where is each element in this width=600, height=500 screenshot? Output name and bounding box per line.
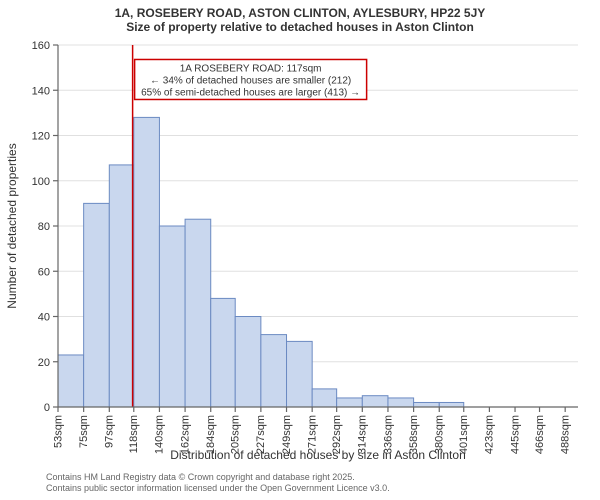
tick-label-x: 53sqm (52, 415, 64, 448)
chart-footer: Contains HM Land Registry data © Crown c… (46, 472, 390, 495)
tick-label-y: 120 (32, 130, 50, 142)
tick-label-y: 100 (32, 176, 50, 188)
histogram-bar (287, 341, 313, 407)
tick-label-y: 40 (38, 311, 50, 323)
histogram-bar (84, 203, 110, 407)
axis-label-x: Distribution of detached houses by size … (170, 448, 466, 462)
annotation-line: 65% of semi-detached houses are larger (… (141, 87, 360, 98)
histogram-bar (58, 355, 84, 407)
tick-label-x: 445sqm (509, 415, 521, 454)
tick-label-x: 75sqm (78, 415, 90, 448)
histogram-bar (261, 334, 287, 406)
chart-title-sub: Size of property relative to detached ho… (0, 20, 600, 34)
tick-label-y: 140 (32, 85, 50, 97)
tick-label-x: 466sqm (534, 415, 546, 454)
histogram-bar (159, 226, 185, 407)
histogram-bar (211, 298, 235, 407)
tick-label-x: 97sqm (104, 415, 116, 448)
histogram-bar (235, 316, 261, 407)
footer-line-2: Contains public sector information licen… (46, 483, 390, 494)
histogram-bar (362, 395, 388, 406)
histogram-bar (439, 402, 463, 407)
axis-label-y: Number of detached properties (5, 143, 19, 308)
annotation-line: ← 34% of detached houses are smaller (21… (150, 75, 351, 86)
tick-label-y: 160 (32, 40, 50, 52)
annotation-line: 1A ROSEBERY ROAD: 117sqm (180, 63, 322, 74)
tick-label-y: 0 (44, 402, 50, 414)
chart-title-main: 1A, ROSEBERY ROAD, ASTON CLINTON, AYLESB… (0, 6, 600, 20)
histogram-bar (312, 389, 336, 407)
histogram-bar (414, 402, 440, 407)
histogram-bar (109, 165, 133, 407)
histogram-bar (134, 117, 160, 407)
histogram-chart: 0 20 40 60 80 100 120 140 160 53sqm 75sqm 97sqm 118s… (0, 35, 600, 465)
footer-line-1: Contains HM Land Registry data © Crown c… (46, 472, 390, 483)
histogram-bar (337, 398, 363, 407)
tick-label-x: 118sqm (128, 415, 140, 453)
tick-label-y: 60 (38, 266, 50, 278)
tick-label-x: 488sqm (559, 415, 571, 454)
tick-label-y: 20 (38, 357, 50, 369)
tick-label-x: 423sqm (484, 415, 496, 454)
histogram-bar (185, 219, 211, 407)
tick-label-y: 80 (38, 221, 50, 233)
histogram-bar (388, 398, 414, 407)
tick-label-x: 140sqm (154, 415, 166, 454)
